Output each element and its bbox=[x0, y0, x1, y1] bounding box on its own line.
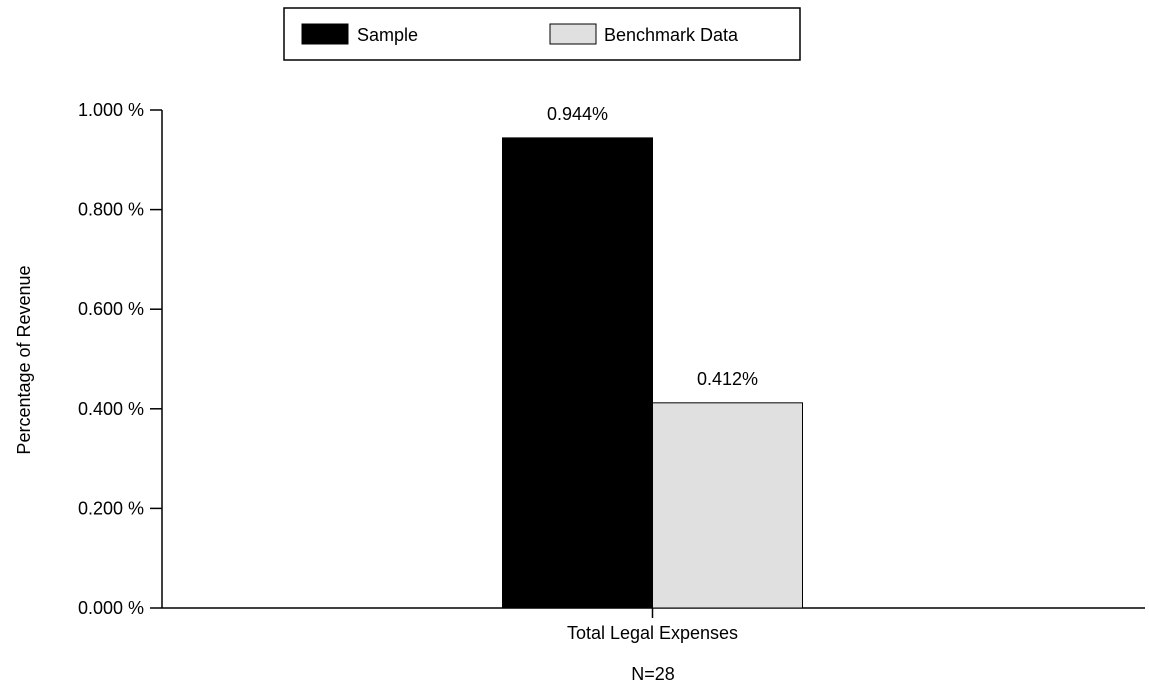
y-tick-label: 0.200 % bbox=[78, 498, 144, 518]
legend: Sample Benchmark Data bbox=[283, 7, 801, 61]
legend-label-sample: Sample bbox=[357, 25, 418, 45]
sample-size-note: N=28 bbox=[631, 664, 675, 683]
legend-label-benchmark: Benchmark Data bbox=[604, 25, 739, 45]
bar-sample bbox=[502, 137, 653, 609]
bar-benchmark-data bbox=[652, 402, 803, 609]
y-tick-label: 0.800 % bbox=[78, 200, 144, 220]
legend-swatch-benchmark bbox=[549, 23, 597, 45]
y-tick-label: 0.400 % bbox=[78, 399, 144, 419]
legend-box bbox=[283, 7, 801, 61]
y-tick-label: 0.600 % bbox=[78, 299, 144, 319]
bars: 0.944% 0.412% bbox=[502, 104, 803, 609]
y-ticks: 0.000 % 0.200 % 0.400 % 0.600 % 0.800 % 1.000… bbox=[78, 100, 162, 618]
y-tick-label: 1.000 % bbox=[78, 100, 144, 120]
y-axis-title: Percentage of Revenue bbox=[14, 265, 34, 454]
legend-swatch-sample bbox=[301, 23, 349, 45]
data-label: 0.412% bbox=[697, 369, 758, 389]
data-label: 0.944% bbox=[547, 104, 608, 124]
y-tick-label: 0.000 % bbox=[78, 598, 144, 618]
x-ticks: Total Legal Expenses bbox=[567, 608, 738, 643]
x-tick-label: Total Legal Expenses bbox=[567, 623, 738, 643]
